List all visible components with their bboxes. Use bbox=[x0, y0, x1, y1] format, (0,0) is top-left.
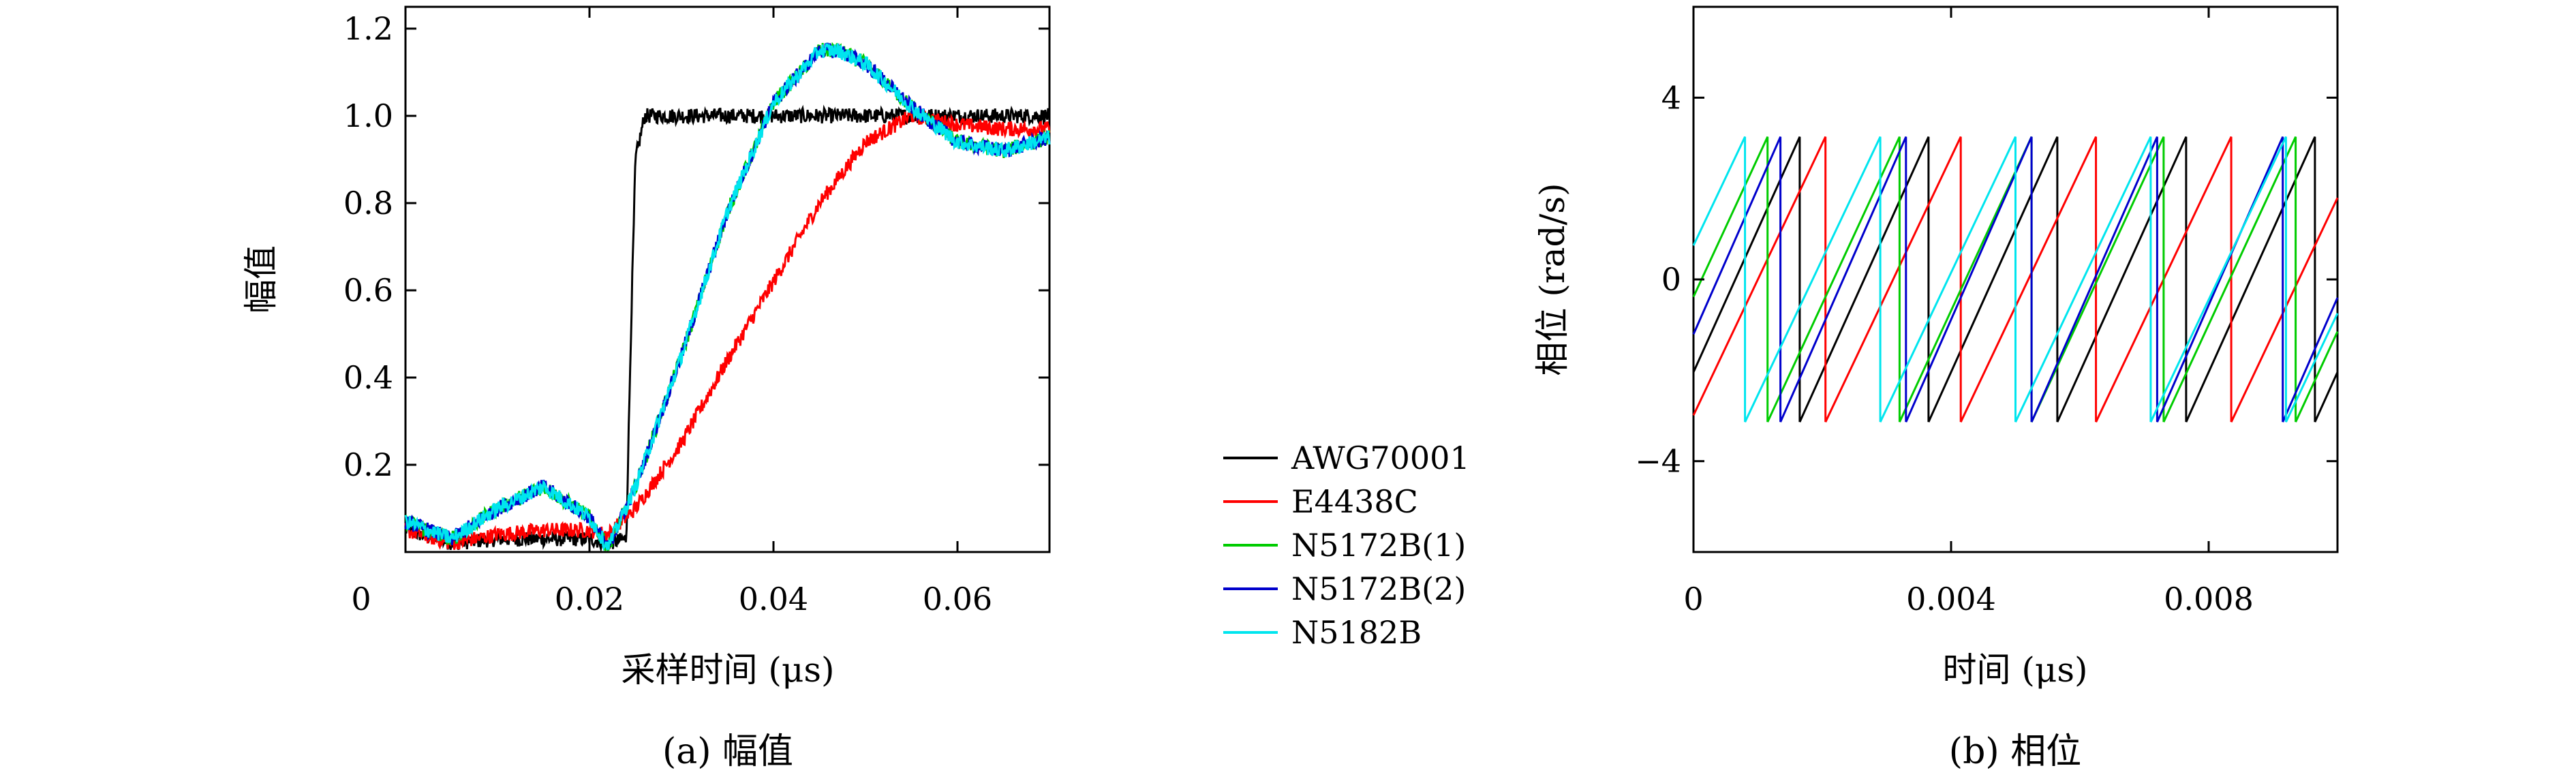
amplitude-y-tick-label: 0.4 bbox=[343, 359, 393, 396]
phase-y-tick-label: 4 bbox=[1661, 79, 1681, 116]
amplitude-y-tick-label: 1.2 bbox=[343, 10, 393, 47]
phase-series-group bbox=[1692, 136, 2339, 423]
amplitude-series-group bbox=[404, 42, 1051, 553]
amplitude-x-axis-label: 采样时间 (μs) bbox=[621, 650, 834, 690]
amplitude-ticks: 0.2 0.4 0.6 0.8 1.0 1.2 0.02 0.04 0.06 bbox=[343, 7, 1049, 617]
amplitude-series-line bbox=[404, 42, 1051, 551]
phase-y-tick-label: 0 bbox=[1661, 261, 1681, 298]
amplitude-y-tick-label: 0.8 bbox=[343, 185, 393, 221]
legend-label: AWG70001 bbox=[1291, 440, 1470, 476]
amplitude-zero-label: 0 bbox=[351, 581, 371, 617]
phase-x-tick-label: 0 bbox=[1683, 581, 1703, 617]
amplitude-x-tick-label: 0.04 bbox=[739, 581, 808, 617]
amplitude-x-tick-label: 0.06 bbox=[923, 581, 992, 617]
legend-label: N5172B(1) bbox=[1291, 527, 1466, 564]
phase-y-tick-label: −4 bbox=[1635, 443, 1681, 480]
phase-x-tick-label: 0.004 bbox=[1906, 581, 1996, 617]
phase-x-tick-label: 0.008 bbox=[2164, 581, 2254, 617]
amplitude-series-line bbox=[404, 104, 1051, 553]
legend: AWG70001 E4438C N5172B(1) N5172B(2) N5182B bbox=[1223, 440, 1470, 651]
phase-series-line bbox=[1692, 136, 2339, 423]
amplitude-x-tick-label: 0.02 bbox=[555, 581, 624, 617]
phase-chart: −4 0 4 0 0.004 0.008 时间 (μs) 相位 (rad/s) (b) 相… bbox=[1533, 5, 2339, 772]
phase-x-axis-label: 时间 (μs) bbox=[1942, 650, 2087, 690]
phase-ticks: −4 0 4 0 0.004 0.008 bbox=[1635, 7, 2337, 617]
phase-series-line bbox=[1692, 136, 2339, 423]
amplitude-plot-frame bbox=[404, 5, 1051, 553]
phase-y-axis-label: 相位 (rad/s) bbox=[1533, 183, 1572, 376]
amplitude-y-tick-label: 0.2 bbox=[343, 446, 393, 483]
amplitude-chart: 0.2 0.4 0.6 0.8 1.0 1.2 0.02 0.04 0.06 0 采样时间 (μ… bbox=[241, 5, 1051, 772]
phase-caption: (b) 相位 bbox=[1949, 731, 2081, 772]
amplitude-caption: (a) 幅值 bbox=[662, 731, 793, 772]
amplitude-y-tick-label: 0.6 bbox=[343, 272, 393, 309]
legend-label: N5182B bbox=[1291, 614, 1422, 651]
legend-label: E4438C bbox=[1291, 483, 1418, 520]
amplitude-y-axis-label: 幅值 bbox=[241, 245, 281, 313]
legend-label: N5172B(2) bbox=[1291, 570, 1466, 607]
phase-series-line bbox=[1692, 136, 2339, 423]
amplitude-y-tick-label: 1.0 bbox=[343, 97, 393, 134]
phase-series-line bbox=[1692, 136, 2339, 423]
amplitude-series-line bbox=[404, 106, 1051, 550]
